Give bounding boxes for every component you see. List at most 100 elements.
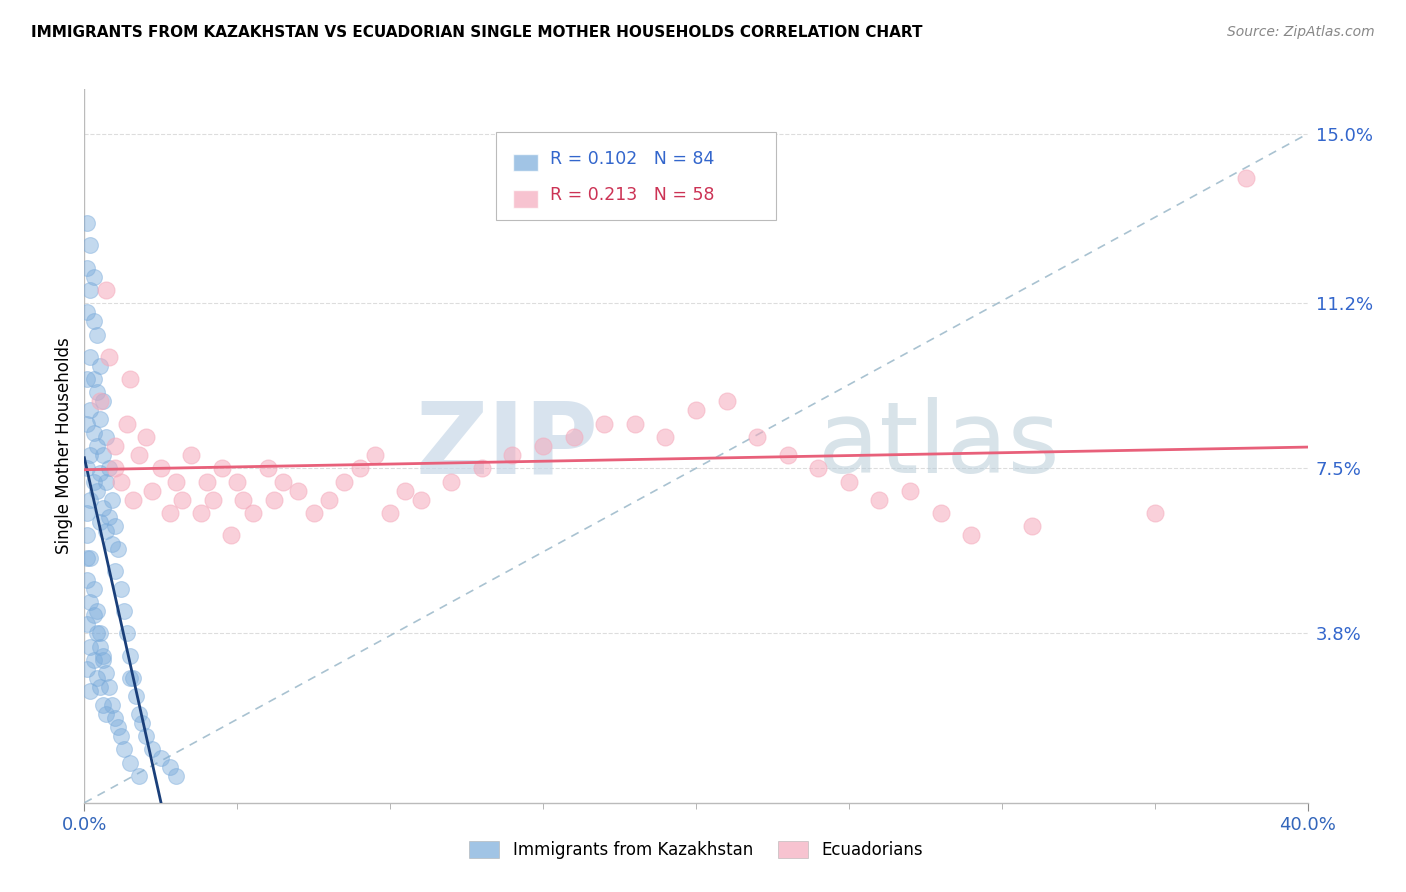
- Point: [747, 430, 769, 444]
- Y-axis label: Single Mother Households: Single Mother Households: [55, 338, 73, 554]
- Point: [149, 751, 172, 765]
- Point: [76, 617, 98, 632]
- Point: [1236, 171, 1258, 186]
- Point: [440, 475, 463, 489]
- Point: [502, 448, 524, 462]
- Point: [190, 506, 212, 520]
- Text: ZIP: ZIP: [415, 398, 598, 494]
- Point: [104, 461, 127, 475]
- Point: [409, 492, 432, 507]
- Point: [79, 492, 101, 507]
- Text: R = 0.102   N = 84: R = 0.102 N = 84: [550, 150, 714, 168]
- Point: [83, 314, 105, 328]
- Point: [76, 216, 98, 230]
- Point: [1143, 506, 1166, 520]
- Point: [110, 475, 132, 489]
- Point: [333, 475, 356, 489]
- Point: [91, 698, 114, 712]
- Point: [685, 403, 707, 417]
- Point: [380, 506, 402, 520]
- Point: [107, 541, 129, 556]
- Point: [929, 506, 952, 520]
- Point: [91, 501, 114, 516]
- Point: [91, 394, 114, 409]
- Point: [101, 537, 124, 551]
- Point: [110, 582, 132, 596]
- Point: [76, 528, 98, 542]
- Point: [94, 430, 117, 444]
- Point: [79, 350, 101, 364]
- Point: [104, 711, 127, 725]
- Point: [86, 385, 108, 400]
- Point: [232, 492, 254, 507]
- Point: [83, 269, 105, 284]
- Point: [94, 283, 117, 297]
- Point: [120, 648, 142, 663]
- Point: [257, 461, 280, 475]
- Point: [76, 506, 98, 520]
- Point: [242, 506, 264, 520]
- Point: [201, 492, 224, 507]
- Legend: Immigrants from Kazakhstan, Ecuadorians: Immigrants from Kazakhstan, Ecuadorians: [463, 834, 929, 866]
- Point: [104, 439, 127, 453]
- Point: [120, 671, 142, 685]
- Point: [76, 461, 98, 475]
- Point: [76, 260, 98, 275]
- Point: [364, 448, 387, 462]
- Point: [125, 689, 148, 703]
- Point: [83, 653, 105, 667]
- Point: [101, 698, 124, 712]
- Point: [128, 448, 150, 462]
- Point: [89, 394, 111, 409]
- Point: [76, 372, 98, 386]
- Text: atlas: atlas: [818, 398, 1060, 494]
- Point: [79, 640, 101, 654]
- Point: [110, 729, 132, 743]
- Point: [89, 359, 111, 373]
- Point: [76, 550, 98, 565]
- Point: [104, 519, 127, 533]
- Text: IMMIGRANTS FROM KAZAKHSTAN VS ECUADORIAN SINGLE MOTHER HOUSEHOLDS CORRELATION CH: IMMIGRANTS FROM KAZAKHSTAN VS ECUADORIAN…: [31, 25, 922, 40]
- Point: [97, 680, 120, 694]
- Point: [86, 671, 108, 685]
- Point: [394, 483, 416, 498]
- Point: [211, 461, 233, 475]
- Point: [79, 238, 101, 252]
- Point: [112, 742, 135, 756]
- Point: [287, 483, 309, 498]
- Point: [593, 417, 616, 431]
- Point: [120, 756, 142, 770]
- Point: [86, 604, 108, 618]
- Point: [79, 403, 101, 417]
- Point: [86, 439, 108, 453]
- Point: [195, 475, 218, 489]
- Point: [960, 528, 983, 542]
- Point: [86, 327, 108, 342]
- Point: [97, 461, 120, 475]
- Point: [226, 475, 249, 489]
- Point: [79, 550, 101, 565]
- Point: [128, 706, 150, 721]
- Point: [716, 394, 738, 409]
- Point: [89, 640, 111, 654]
- Point: [94, 666, 117, 681]
- Point: [624, 417, 647, 431]
- Text: R = 0.213   N = 58: R = 0.213 N = 58: [550, 186, 714, 204]
- Point: [76, 573, 98, 587]
- Point: [302, 506, 325, 520]
- Point: [122, 492, 145, 507]
- Point: [122, 671, 145, 685]
- Point: [104, 564, 127, 578]
- Point: [83, 425, 105, 440]
- Point: [115, 417, 138, 431]
- Point: [94, 524, 117, 538]
- Point: [79, 283, 101, 297]
- Point: [89, 680, 111, 694]
- Point: [112, 604, 135, 618]
- Point: [531, 439, 554, 453]
- Point: [83, 372, 105, 386]
- Point: [898, 483, 921, 498]
- Point: [165, 475, 187, 489]
- Point: [141, 483, 163, 498]
- Point: [83, 582, 105, 596]
